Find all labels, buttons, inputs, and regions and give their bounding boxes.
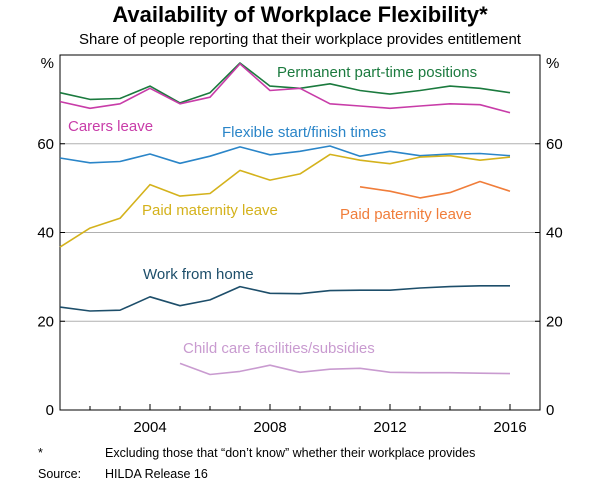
series-label-3: Paid maternity leave xyxy=(142,202,278,219)
ytick-label-left-60: 60 xyxy=(37,136,54,153)
ytick-label-right-60: 60 xyxy=(546,136,563,153)
source-label: Source: xyxy=(38,467,82,481)
y-unit-left: % xyxy=(41,55,54,72)
series-label-5: Work from home xyxy=(143,266,254,283)
ytick-label-left-0: 0 xyxy=(46,402,54,419)
ytick-label-left-40: 40 xyxy=(37,225,54,242)
chart-subtitle: Share of people reporting that their wor… xyxy=(79,31,521,48)
footnote: * Excluding those that “don’t know” wheth… xyxy=(38,446,475,460)
series-line-6 xyxy=(179,362,511,376)
series-label-2: Flexible start/finish times xyxy=(222,124,386,141)
xtick-label-2012: 2012 xyxy=(373,419,406,436)
y-unit-right: % xyxy=(546,55,559,72)
series-line-1 xyxy=(59,63,511,114)
ytick-label-right-0: 0 xyxy=(546,402,554,419)
source-text: HILDA Release 16 xyxy=(105,467,208,481)
series-line-3 xyxy=(59,153,511,248)
ytick-label-left-20: 20 xyxy=(37,313,54,330)
xtick-label-2016: 2016 xyxy=(493,419,526,436)
footnote-marker: * xyxy=(38,446,43,460)
xtick-label-2004: 2004 xyxy=(133,419,166,436)
series-line-0 xyxy=(59,62,511,104)
footnote-text: Excluding those that “don’t know” whethe… xyxy=(105,446,476,460)
source-note: Source: HILDA Release 16 xyxy=(38,467,208,481)
series-label-4: Paid paternity leave xyxy=(340,206,472,223)
series-line-2 xyxy=(59,145,511,165)
chart-title: Availability of Workplace Flexibility* xyxy=(112,2,488,27)
ytick-label-right-20: 20 xyxy=(546,313,563,330)
xtick-label-2008: 2008 xyxy=(253,419,286,436)
series-label-1: Carers leave xyxy=(68,118,153,135)
series-line-5 xyxy=(59,284,510,312)
series-label-0: Permanent part-time positions xyxy=(277,64,477,81)
series-line-4 xyxy=(359,180,511,199)
ytick-label-right-40: 40 xyxy=(546,225,563,242)
series-label-6: Child care facilities/subsidies xyxy=(183,340,375,357)
